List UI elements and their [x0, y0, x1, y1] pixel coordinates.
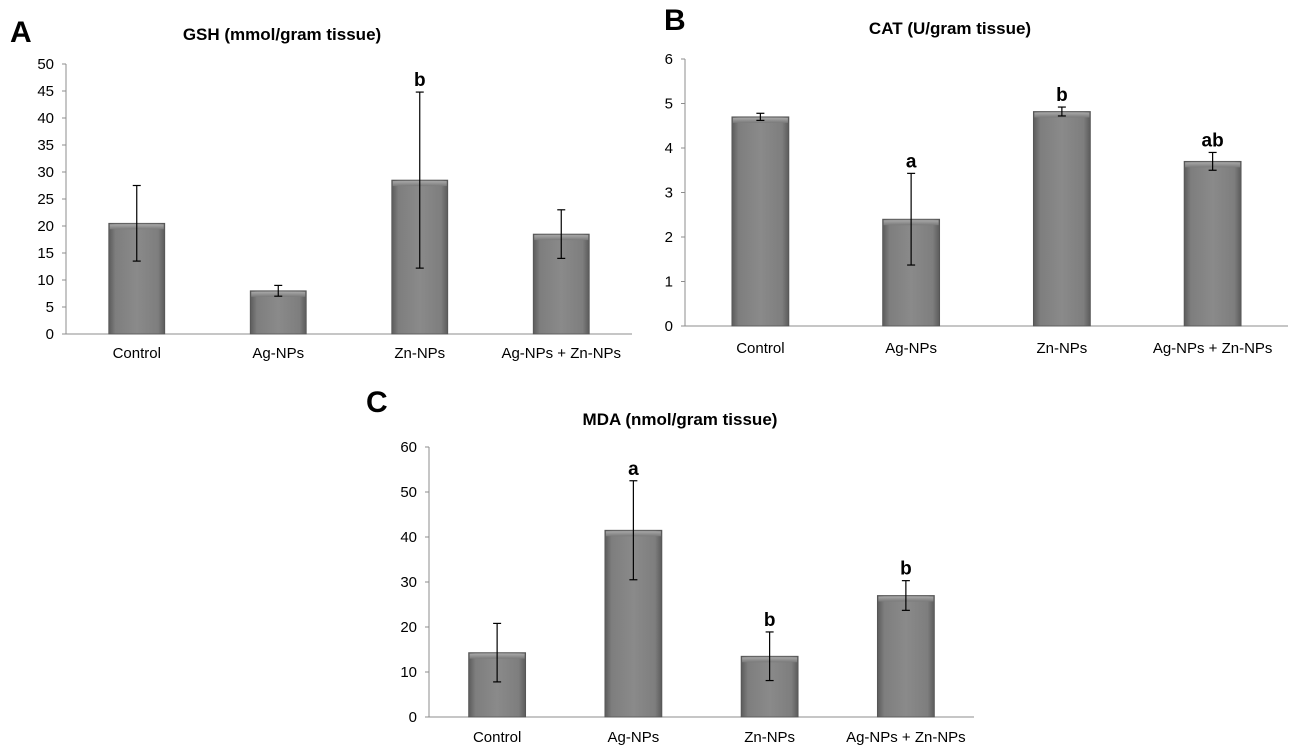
error-bar — [629, 480, 638, 581]
y-tick-label: 5 — [46, 299, 54, 316]
y-tick-label: 15 — [37, 245, 54, 262]
significance-label: a — [628, 459, 639, 480]
y-tick-label: 10 — [37, 272, 54, 289]
gsh-bar-chart: A GSH (mmol/gram tissue) 0 5 10 15 20 25 30 35 4… — [10, 16, 632, 362]
significance-label: b — [900, 559, 912, 580]
y-tick-label: 3 — [665, 185, 673, 202]
error-bar — [1057, 106, 1066, 117]
y-tick-label: 1 — [665, 274, 673, 291]
y-tick-label: 5 — [665, 96, 673, 113]
x-category-label: Ag-NPs + Zn-NPs — [1153, 340, 1273, 357]
y-tick-label: 30 — [400, 574, 417, 591]
significance-label: a — [906, 151, 917, 172]
x-category-label: Ag-NPs + Zn-NPs — [846, 729, 966, 746]
panel-letter: B — [664, 4, 686, 37]
x-category-label: Ag-NPs + Zn-NPs — [501, 345, 621, 362]
x-category-label: Zn-NPs — [744, 729, 795, 746]
y-tick-label: 20 — [400, 619, 417, 636]
error-bar — [907, 172, 916, 266]
y-tick-label: 6 — [665, 51, 673, 68]
y-tick-label: 10 — [400, 664, 417, 681]
panel-letter: A — [10, 16, 32, 49]
x-category-label: Control — [113, 345, 161, 362]
y-tick-label: 0 — [409, 709, 417, 726]
y-tick-label: 40 — [37, 110, 54, 127]
error-bar — [901, 580, 910, 611]
significance-label: ab — [1202, 130, 1224, 151]
x-category-label: Ag-NPs — [252, 345, 304, 362]
x-category-label: Control — [473, 729, 521, 746]
bar — [249, 290, 307, 335]
error-bar — [493, 622, 502, 683]
y-tick-label: 50 — [37, 56, 54, 73]
chart-panel-a: A GSH (mmol/gram tissue) 0 5 10 15 20 25 30 35 4… — [0, 0, 650, 375]
x-category-label: Ag-NPs — [608, 729, 660, 746]
error-bar — [274, 284, 283, 297]
y-tick-label: 40 — [400, 529, 417, 546]
cat-bar-chart: B CAT (U/gram tissue) 0 1 2 3 4 5 6 Control a Ag-… — [664, 4, 1288, 357]
y-tick-label: 0 — [665, 318, 673, 335]
error-bar — [415, 91, 424, 269]
chart-title: GSH (mmol/gram tissue) — [183, 25, 381, 44]
chart-panel-c: C MDA (nmol/gram tissue) 0 10 20 30 40 50 60 Co… — [350, 385, 974, 748]
y-tick-label: 4 — [665, 140, 673, 157]
x-category-label: Ag-NPs — [885, 340, 937, 357]
y-tick-label: 2 — [665, 229, 673, 246]
error-bar — [1208, 151, 1217, 171]
y-tick-label: 30 — [37, 164, 54, 181]
chart-title: CAT (U/gram tissue) — [869, 19, 1031, 38]
error-bar — [557, 209, 566, 259]
mda-bar-chart: C MDA (nmol/gram tissue) 0 10 20 30 40 50 60 Co… — [366, 386, 974, 746]
significance-label: b — [414, 70, 426, 91]
chart-title: MDA (nmol/gram tissue) — [583, 410, 778, 429]
x-category-label: Control — [736, 340, 784, 357]
y-tick-label: 35 — [37, 137, 54, 154]
panel-letter: C — [366, 386, 388, 419]
significance-label: b — [1056, 85, 1068, 106]
error-bar — [765, 631, 774, 682]
y-tick-label: 25 — [37, 191, 54, 208]
y-tick-label: 20 — [37, 218, 54, 235]
bar — [731, 116, 790, 327]
x-category-label: Zn-NPs — [1036, 340, 1087, 357]
x-category-label: Zn-NPs — [394, 345, 445, 362]
y-tick-label: 60 — [400, 439, 417, 456]
error-bar — [132, 184, 141, 262]
chart-panel-b: B CAT (U/gram tissue) 0 1 2 3 4 5 6 Control a Ag-… — [650, 0, 1290, 375]
bar — [1183, 160, 1242, 327]
y-tick-label: 45 — [37, 83, 54, 100]
y-tick-label: 50 — [400, 484, 417, 501]
error-bar — [756, 112, 765, 122]
significance-label: b — [764, 610, 776, 631]
y-tick-label: 0 — [46, 326, 54, 343]
bar — [1032, 111, 1091, 327]
bar — [876, 595, 935, 718]
